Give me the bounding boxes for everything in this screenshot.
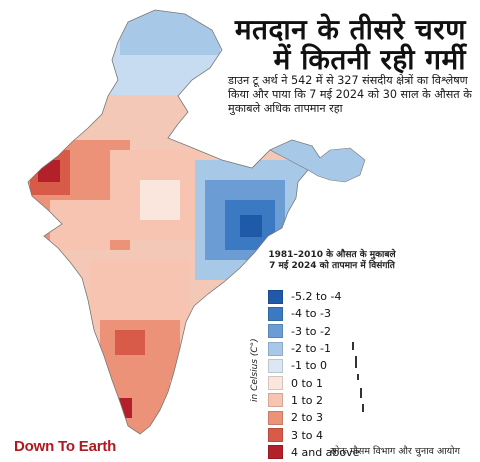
title-line1: मतदान के तीसरे चरण xyxy=(234,13,466,46)
legend-item: -4 to -3 xyxy=(268,305,359,322)
legend-swatch xyxy=(268,376,283,391)
legend-swatch xyxy=(268,393,283,408)
legend-swatch xyxy=(268,341,283,356)
legend-item: -5.2 to -4 xyxy=(268,288,359,305)
legend-heading-line2: 7 मई 2024 को तापमान में विसंगति xyxy=(269,261,395,271)
legend-swatch xyxy=(268,410,283,425)
legend-label: 1 to 2 xyxy=(291,393,324,407)
legend-heading-line1: 1981–2010 के औसत के मुकाबले xyxy=(268,250,396,260)
legend-item: 4 and above xyxy=(268,444,359,461)
legend-label: -4 to -3 xyxy=(291,307,331,321)
title-line2: में कितनी रही गर्मी xyxy=(273,43,466,76)
legend-heading: 1981–2010 के औसत के मुकाबले 7 मई 2024 को… xyxy=(246,250,418,272)
legend-item: 0 to 1 xyxy=(268,374,359,391)
legend-label: 4 and above xyxy=(291,445,360,459)
subtitle: डाउन टू अर्थ ने 542 में से 327 संसदीय क्… xyxy=(228,74,472,115)
legend-item: 2 to 3 xyxy=(268,409,359,426)
legend-swatch xyxy=(268,306,283,321)
source-note: स्रोतः मौसम विभाग और चुनाव आयोग xyxy=(330,446,460,457)
legend-label: -2 to -1 xyxy=(291,342,331,356)
legend-item: -3 to -2 xyxy=(268,323,359,340)
andaman-islands xyxy=(352,342,364,412)
legend-label: 2 to 3 xyxy=(291,411,324,425)
legend-label: -3 to -2 xyxy=(291,324,331,338)
legend-item: -1 to 0 xyxy=(268,357,359,374)
legend-item: 3 to 4 xyxy=(268,426,359,443)
brand-logo: Down To Earth xyxy=(14,438,117,455)
legend-swatch xyxy=(268,324,283,339)
legend: -5.2 to -4 -4 to -3 -3 to -2 -2 to -1 -1 to … xyxy=(268,288,359,461)
legend-swatch xyxy=(268,428,283,443)
legend-item: 1 to 2 xyxy=(268,392,359,409)
legend-swatch xyxy=(268,358,283,373)
legend-label: -5.2 to -4 xyxy=(291,290,342,304)
legend-label: 0 to 1 xyxy=(291,376,324,390)
legend-axis-label: in Celsius (C°) xyxy=(250,338,260,402)
legend-swatch xyxy=(268,289,283,304)
legend-item: -2 to -1 xyxy=(268,340,359,357)
legend-swatch xyxy=(268,445,283,460)
legend-label: 3 to 4 xyxy=(291,428,324,442)
legend-label: -1 to 0 xyxy=(291,359,328,373)
